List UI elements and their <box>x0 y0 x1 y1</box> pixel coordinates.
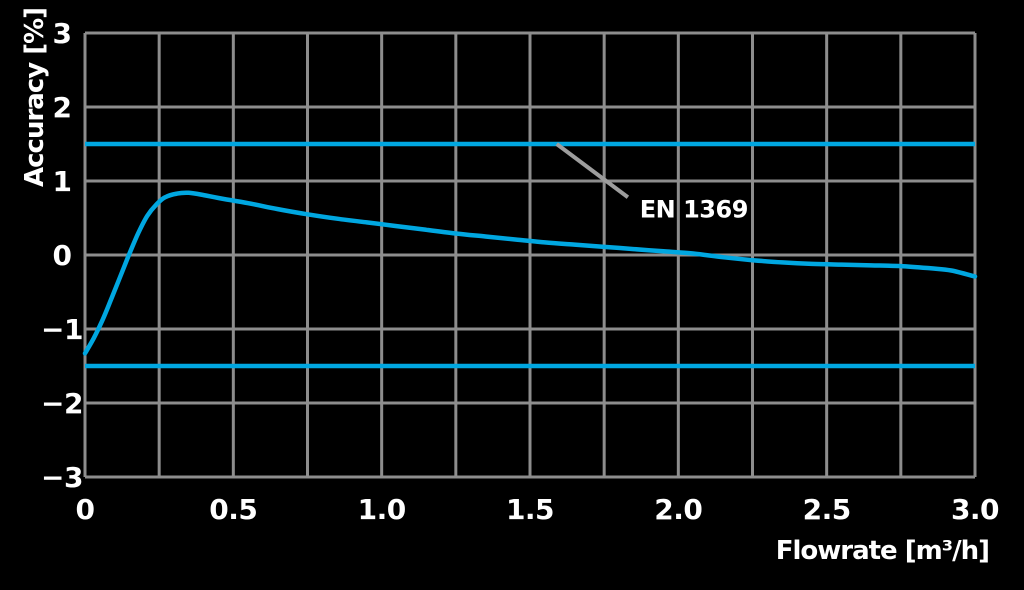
grid <box>83 31 977 479</box>
limit-lines <box>85 141 975 369</box>
axis-tick-labels: 0 0.5 1.0 1.5 2.0 2.5 3.0 3 2 1 0 −1 −2 −3 <box>41 17 1000 526</box>
y-tick-label: −1 <box>41 313 83 346</box>
annotation-leader-line <box>555 142 630 199</box>
x-tick-label: 0 <box>76 493 95 526</box>
accuracy-curve <box>82 190 978 356</box>
x-tick-label: 1.0 <box>358 493 406 526</box>
y-tick-label: 3 <box>53 17 72 50</box>
x-axis-title: Flowrate [m³/h] <box>776 536 989 566</box>
annotation: EN 1369 <box>555 142 748 223</box>
annotation-label: EN 1369 <box>640 195 748 223</box>
y-axis-title: Accuracy [%] <box>20 8 50 187</box>
x-tick-label: 2.5 <box>803 493 851 526</box>
x-tick-label: 0.5 <box>209 493 257 526</box>
x-tick-label: 3.0 <box>951 493 999 526</box>
x-tick-label: 2.0 <box>654 493 702 526</box>
y-tick-label: 0 <box>53 239 72 272</box>
y-tick-label: −3 <box>41 461 83 494</box>
x-tick-label: 1.5 <box>506 493 554 526</box>
y-tick-label: 1 <box>53 165 72 198</box>
series <box>82 190 978 356</box>
y-tick-label: −2 <box>41 387 83 420</box>
y-tick-label: 2 <box>53 91 72 124</box>
